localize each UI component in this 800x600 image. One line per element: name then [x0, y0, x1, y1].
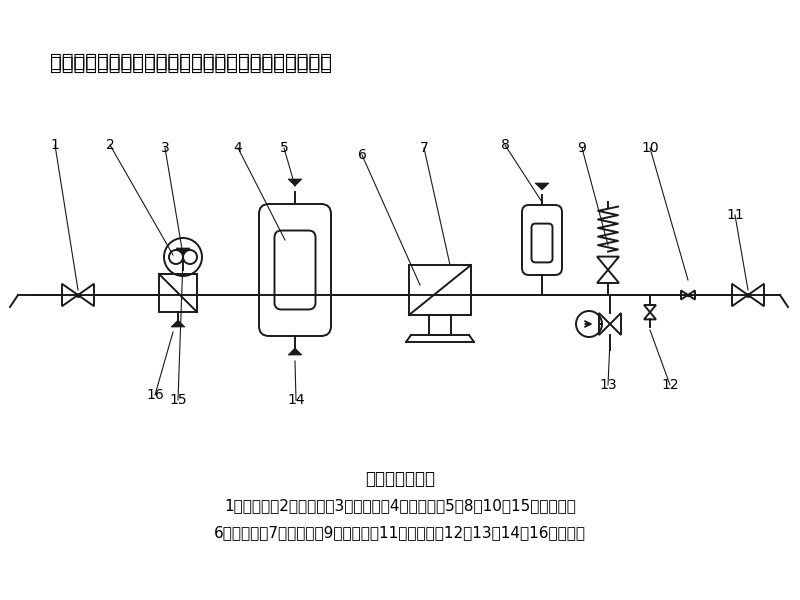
- Text: 16: 16: [146, 388, 164, 402]
- Polygon shape: [535, 183, 549, 190]
- Text: 8: 8: [501, 138, 510, 152]
- Polygon shape: [288, 348, 302, 355]
- Text: 14: 14: [287, 393, 305, 407]
- Text: 12: 12: [661, 378, 679, 392]
- Text: 15: 15: [169, 393, 187, 407]
- Text: 9: 9: [578, 141, 586, 155]
- Bar: [159, 274, 197, 312]
- Text: 1: 1: [50, 138, 59, 152]
- Text: 10: 10: [641, 141, 659, 155]
- Text: 4: 4: [234, 141, 242, 155]
- Text: 13: 13: [599, 378, 617, 392]
- Polygon shape: [176, 248, 190, 255]
- Bar: [409, 265, 471, 315]
- Text: 6: 6: [358, 148, 366, 162]
- Text: 6－过滤池；7－压缩机；9－安全阀；11－控制阀；12、13、14、16－疏水阀: 6－过滤池；7－压缩机；9－安全阀；11－控制阀；12、13、14、16－疏水阀: [214, 525, 586, 540]
- Text: 管道、阀门和管件都是流体输送系统中重要组成部分。: 管道、阀门和管件都是流体输送系统中重要组成部分。: [50, 55, 332, 74]
- Bar: [429, 315, 451, 335]
- Text: 2: 2: [106, 138, 114, 152]
- Polygon shape: [288, 179, 302, 186]
- Text: 3: 3: [161, 141, 170, 155]
- Polygon shape: [171, 320, 185, 327]
- Text: 管道、阀门和管件都是流体输送系统中重要组成部分。: 管道、阀门和管件都是流体输送系统中重要组成部分。: [50, 52, 332, 71]
- Text: 11: 11: [726, 208, 744, 222]
- Text: 5: 5: [280, 141, 288, 155]
- Text: 设备安装示意图: 设备安装示意图: [365, 470, 435, 488]
- Text: 1－截止阀；2－循环泵；3－容积泵；4－稳定塔；5、8、10、15－排气阀；: 1－截止阀；2－循环泵；3－容积泵；4－稳定塔；5、8、10、15－排气阀；: [224, 498, 576, 513]
- Text: 7: 7: [420, 141, 428, 155]
